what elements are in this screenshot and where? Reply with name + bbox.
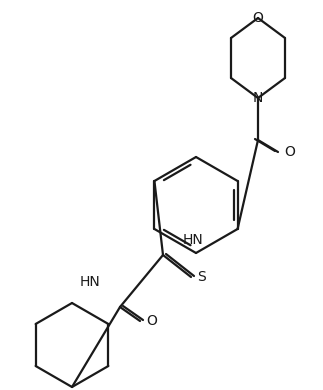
Text: O: O <box>146 314 157 328</box>
Text: HN: HN <box>183 233 204 247</box>
Text: S: S <box>197 270 206 284</box>
Text: O: O <box>284 145 295 159</box>
Text: O: O <box>253 11 264 25</box>
Text: N: N <box>253 91 263 105</box>
Text: HN: HN <box>79 275 100 289</box>
